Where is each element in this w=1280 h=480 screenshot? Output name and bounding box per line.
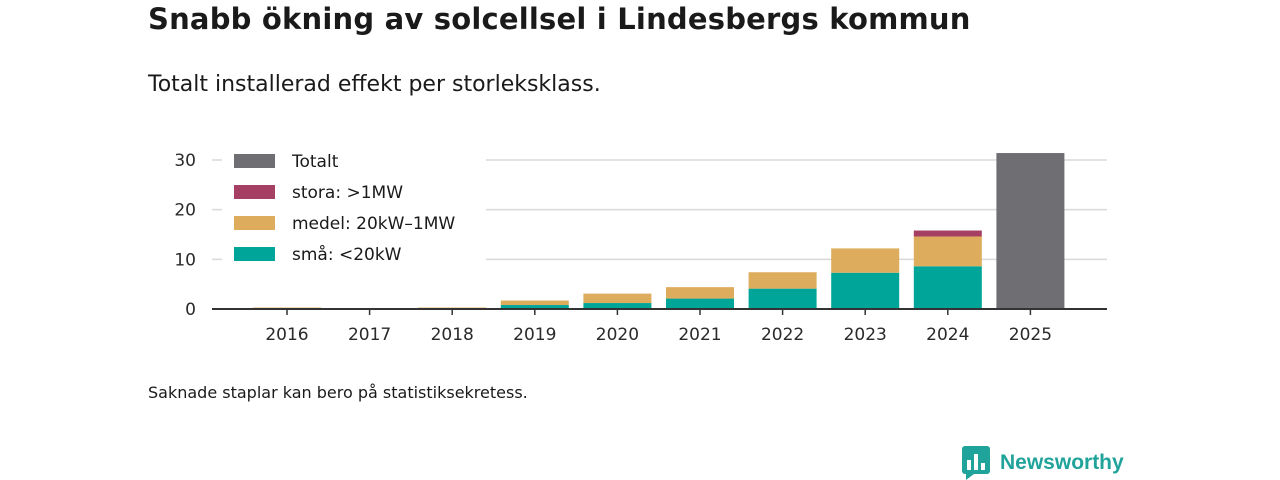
x-tick-label: 2024: [926, 325, 969, 345]
bar-medel-2019: [500, 300, 569, 306]
bar-medel-2018: [418, 307, 487, 309]
newsworthy-logo-icon: [962, 446, 990, 480]
bar-sma-2019: [500, 305, 569, 309]
legend-label: Totalt: [291, 152, 339, 172]
y-tick-label: 10: [174, 250, 196, 270]
legend-label: medel: 20kW–1MW: [292, 214, 455, 234]
bar-chart: 0 10 20 30 2016 2017 2018 2019 2020 2021 2022 2023 2…: [174, 151, 1107, 345]
x-tick-label: 2016: [265, 325, 308, 345]
x-tick-label: 2018: [431, 325, 474, 345]
x-tick-label: 2025: [1009, 325, 1052, 345]
bar-sma-2022: [748, 288, 817, 309]
x-tick-label: 2019: [513, 325, 556, 345]
bar-medel-2021: [666, 287, 734, 299]
bar-medel-2023: [831, 248, 900, 273]
legend-swatch: [234, 216, 275, 230]
legend-label: små: <20kW: [292, 244, 402, 265]
x-tick-label: 2017: [348, 325, 391, 345]
chart-title: Snabb ökning av solcellsel i Lindesbergs…: [148, 2, 971, 36]
bar-medel-2022: [748, 272, 817, 289]
bar-sma-2024: [913, 266, 982, 309]
legend-swatch: [234, 247, 275, 261]
y-tick-label: 30: [174, 151, 196, 171]
brand-logo: Newsworthy: [962, 446, 1124, 480]
x-tick-label: 2021: [678, 325, 721, 345]
y-tick-label: 20: [174, 201, 196, 221]
bar-sma-2021: [666, 298, 734, 309]
y-tick-label: 0: [185, 300, 196, 320]
bar-totalt-2025: [996, 153, 1065, 309]
x-tick-label: 2022: [761, 325, 804, 345]
x-tick-label: 2023: [844, 325, 887, 345]
footnote: Saknade staplar kan bero på statistiksek…: [148, 383, 528, 402]
bar-sma-2023: [831, 272, 900, 309]
bar-medel-2024: [913, 236, 982, 267]
brand-name: Newsworthy: [1000, 451, 1124, 474]
bar-medel-2020: [583, 293, 652, 304]
bar-sma-2020: [583, 303, 652, 309]
bar-stora-2024: [913, 230, 982, 237]
x-tick-label: 2020: [596, 325, 639, 345]
legend-label: stora: >1MW: [292, 183, 403, 203]
legend-swatch: [234, 185, 275, 199]
legend-swatch: [234, 154, 275, 168]
chart-subtitle: Totalt installerad effekt per storlekskl…: [148, 72, 601, 97]
